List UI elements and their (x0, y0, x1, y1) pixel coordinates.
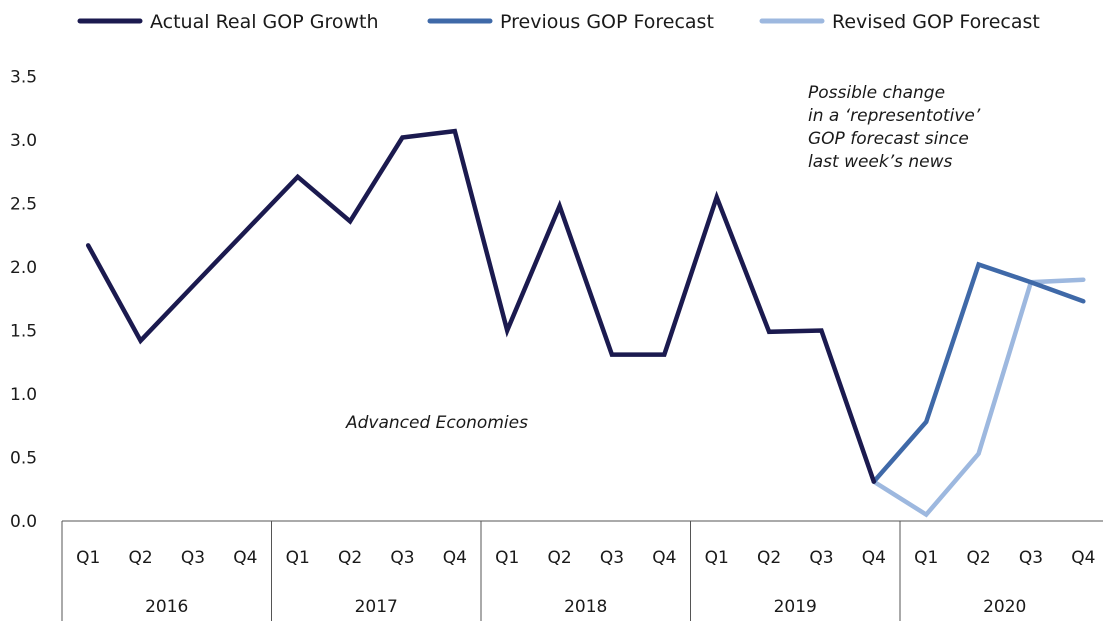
x-quarter-label: Q1 (914, 548, 938, 568)
x-year-label: 2020 (983, 597, 1026, 617)
y-tick-label: 0.5 (10, 449, 37, 469)
series-lines (85, 128, 1086, 518)
x-quarter-label: Q2 (547, 548, 571, 568)
x-quarter-label: Q2 (338, 548, 362, 568)
x-quarter-label: Q1 (76, 548, 100, 568)
forecast-note: Possible change in a ‘representotive’ GOP … (808, 83, 981, 172)
x-year-label: 2019 (774, 597, 817, 617)
x-quarter-label: Q2 (128, 548, 152, 568)
y-tick-label: 0.0 (10, 512, 37, 532)
forecast-note-line: in a ‘representotive’ (808, 106, 981, 126)
x-quarter-label: Q1 (705, 548, 729, 568)
x-year-label: 2018 (564, 597, 607, 617)
legend-label-2: Revised GOP Forecast (832, 11, 1040, 33)
forecast-note-line: GOP forecast since (808, 129, 969, 149)
legend-label-0: Actual Real GOP Growth (150, 11, 379, 33)
forecast-note-line: Possible change (808, 83, 945, 103)
x-quarter-label: Q3 (809, 548, 833, 568)
x-quarter-label: Q3 (600, 548, 624, 568)
series-line-1 (871, 261, 1086, 484)
series-line-2 (871, 277, 1086, 518)
x-year-label: 2017 (355, 597, 398, 617)
y-tick-label: 1.5 (10, 322, 37, 342)
y-axis: 0.0 0.5 1.0 1.5 2.0 2.5 3.0 3.5 (10, 68, 37, 533)
y-tick-label: 2.5 (10, 195, 37, 215)
forecast-note-line: last week’s news (808, 152, 953, 172)
x-quarter-label: Q4 (862, 548, 886, 568)
x-quarter-label: Q4 (443, 548, 467, 568)
y-tick-label: 3.0 (10, 131, 37, 151)
region-label: Advanced Economies (345, 413, 528, 433)
x-quarter-label: Q3 (181, 548, 205, 568)
x-quarter-label: Q1 (495, 548, 519, 568)
x-quarter-label: Q4 (1071, 548, 1095, 568)
x-quarter-label: Q3 (390, 548, 414, 568)
legend-label-1: Previous GOP Forecast (500, 11, 714, 33)
x-quarter-label: Q4 (652, 548, 676, 568)
x-year-label: 2016 (145, 597, 188, 617)
x-quarter-label: Q2 (757, 548, 781, 568)
legend: Actual Real GOP Growth Previous GOP Forec… (77, 11, 1040, 33)
series-line-0 (85, 128, 877, 484)
y-tick-label: 2.0 (10, 258, 37, 278)
x-axis: Q1 Q2 Q3 Q4 Q1 Q2 Q3 Q4 Q1 Q2 Q3 Q4 Q1 Q2 Q3 Q4 Q1 Q2 Q3 Q4… (61, 520, 1103, 621)
x-quarter-label: Q3 (1019, 548, 1043, 568)
x-quarter-label: Q4 (233, 548, 257, 568)
x-quarter-label: Q1 (286, 548, 310, 568)
y-tick-label: 3.5 (10, 68, 37, 88)
y-tick-label: 1.0 (10, 385, 37, 405)
x-quarter-label: Q2 (966, 548, 990, 568)
